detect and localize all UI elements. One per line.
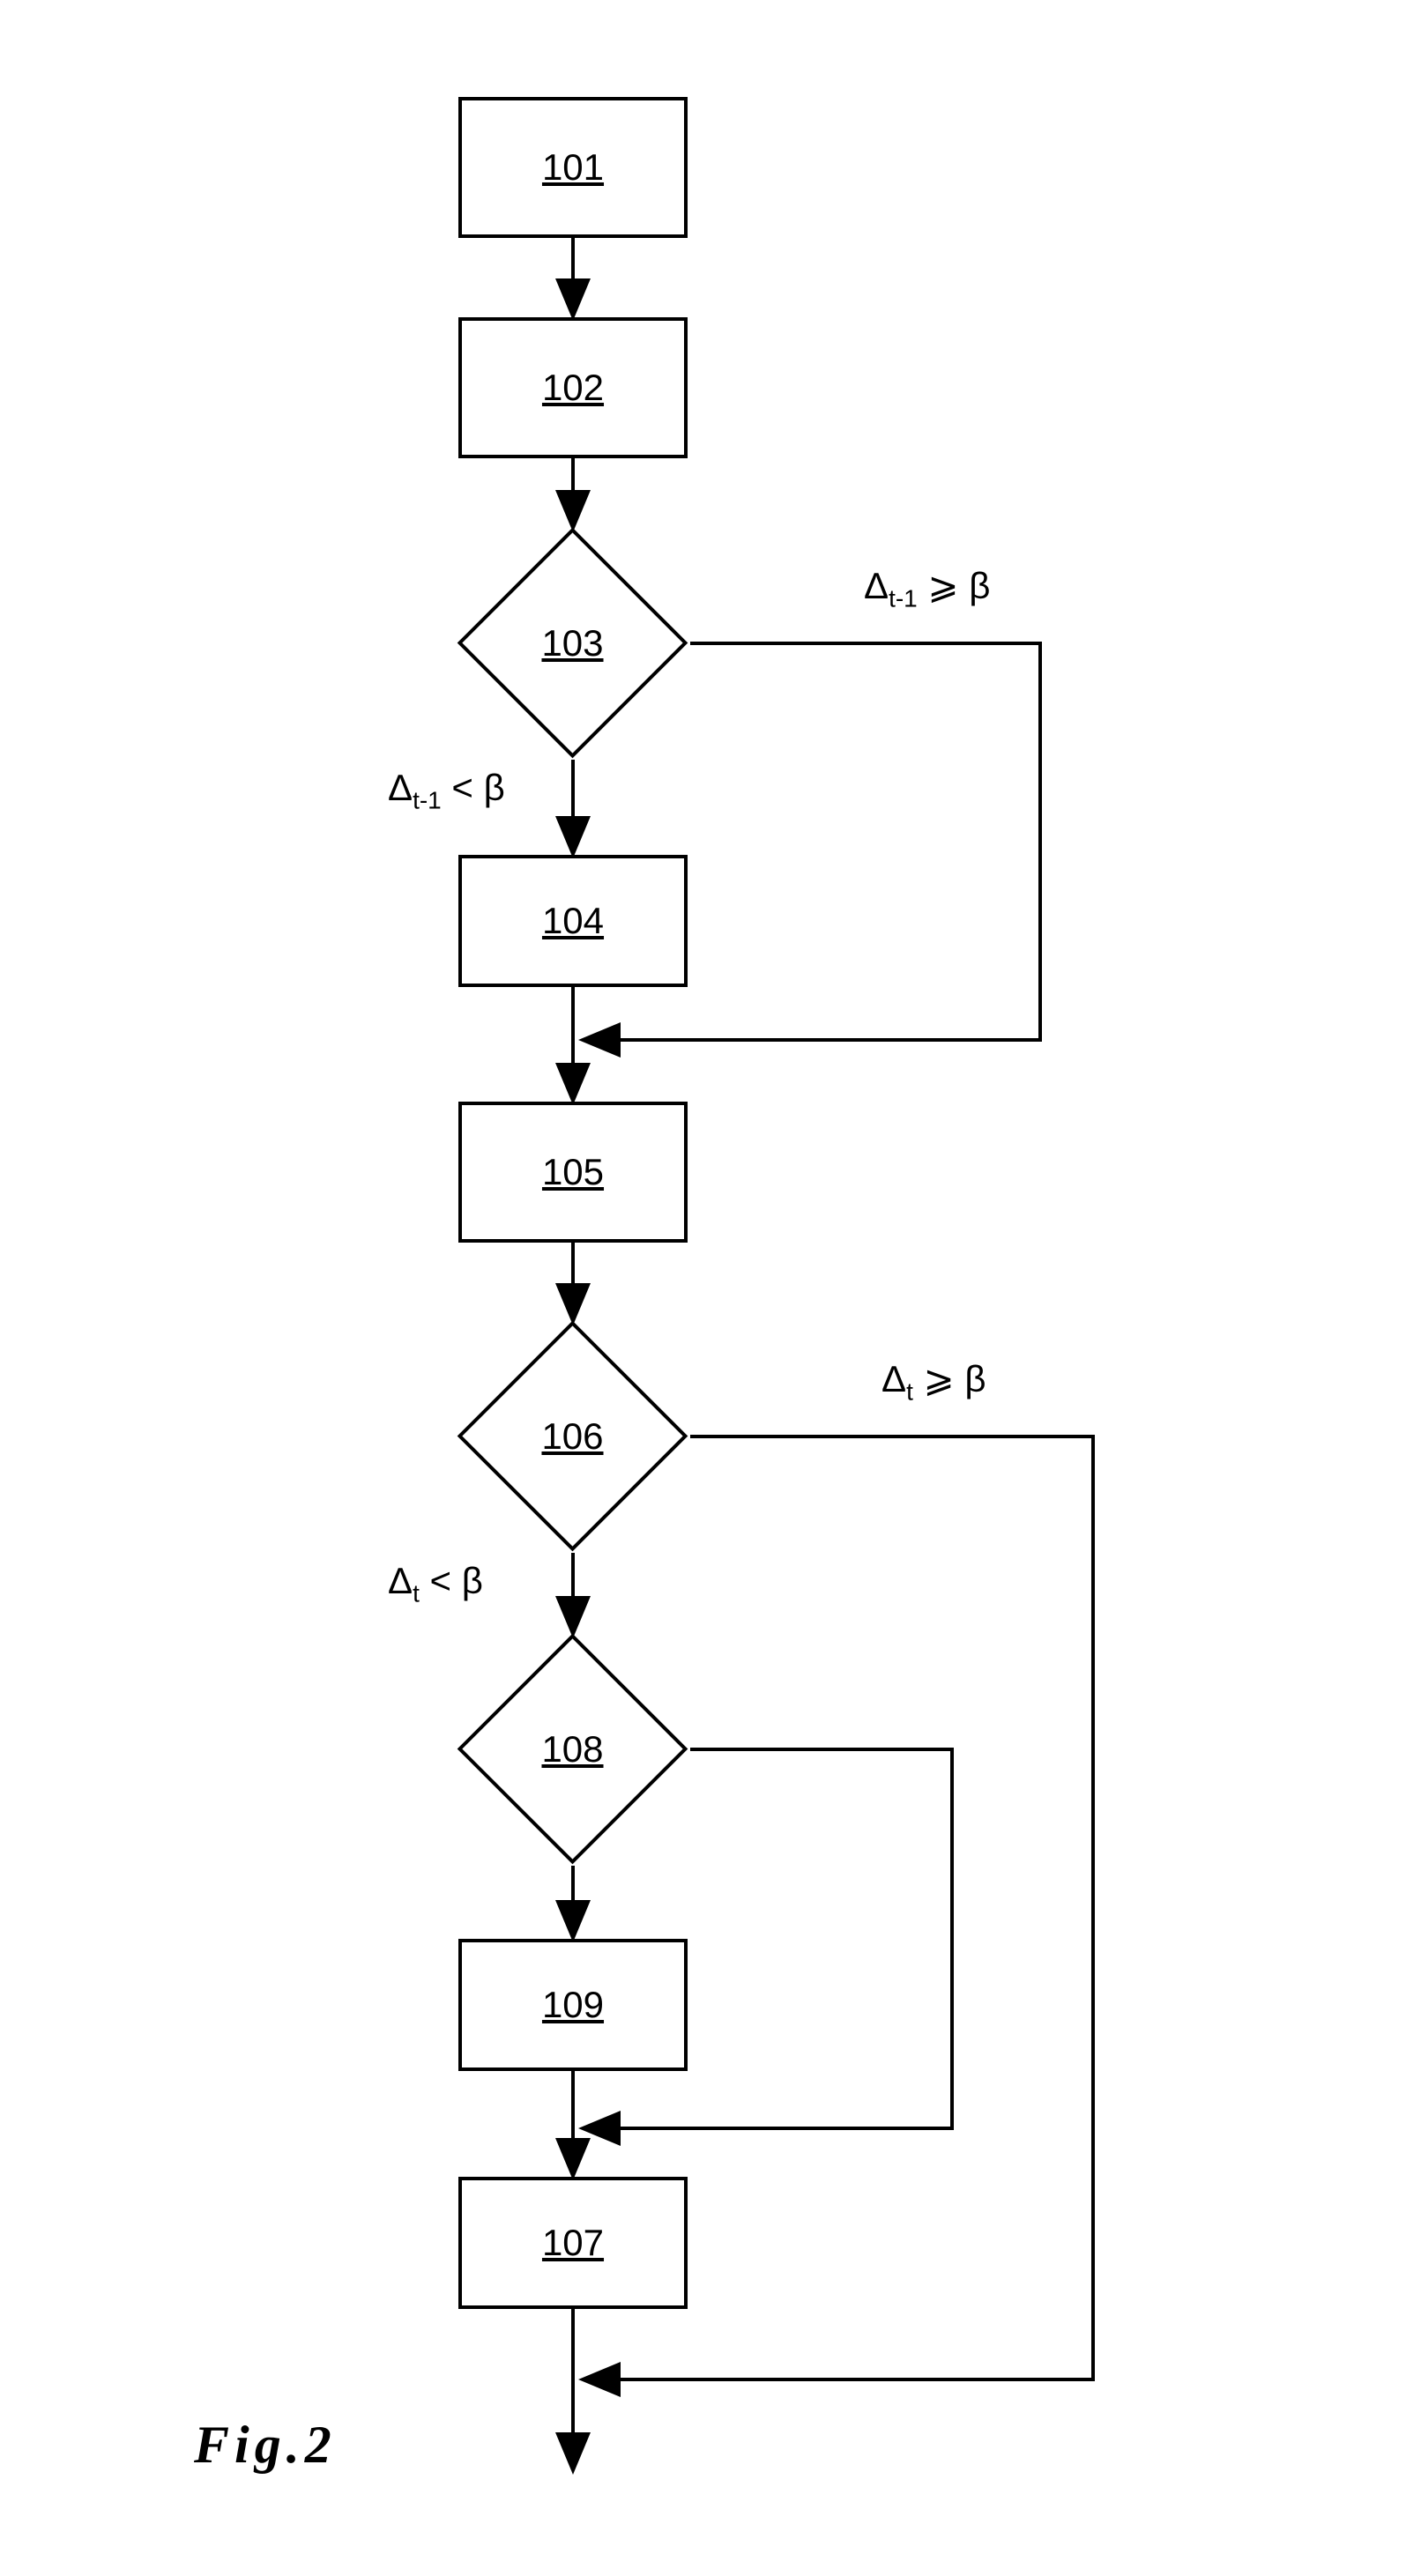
node-106-label: 106: [541, 1415, 603, 1458]
edge-label-103-right: Δt-1 ⩾ β: [864, 564, 990, 612]
node-105-label: 105: [542, 1151, 604, 1193]
node-103-label: 103: [541, 622, 603, 664]
node-102-label: 102: [542, 367, 604, 409]
figure-caption: Fig.2: [194, 2415, 337, 2476]
flowchart-arrows: [0, 0, 1406, 2576]
node-105: 105: [458, 1102, 688, 1243]
node-107-label: 107: [542, 2222, 604, 2264]
node-108-label: 108: [541, 1728, 603, 1771]
node-109: 109: [458, 1939, 688, 2071]
node-104-label: 104: [542, 900, 604, 942]
node-104: 104: [458, 855, 688, 987]
node-107: 107: [458, 2177, 688, 2309]
edge-label-106-right: Δt ⩾ β: [882, 1357, 986, 1406]
node-102: 102: [458, 317, 688, 458]
node-109-label: 109: [542, 1984, 604, 2026]
node-103: 103: [458, 528, 688, 759]
node-108: 108: [458, 1634, 688, 1865]
node-101: 101: [458, 97, 688, 238]
edge-label-103-down: Δt-1 < β: [388, 767, 505, 814]
edge-label-106-down: Δt < β: [388, 1560, 483, 1607]
node-106: 106: [458, 1321, 688, 1552]
node-101-label: 101: [542, 146, 604, 189]
